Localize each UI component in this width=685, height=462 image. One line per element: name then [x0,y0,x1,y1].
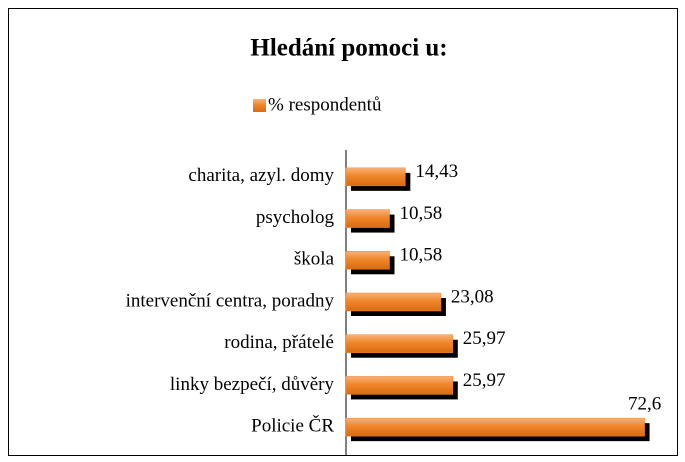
data-label: 23,08 [451,286,494,307]
bar [345,417,645,437]
data-label: 10,58 [400,245,443,266]
y-tick-label: intervenční centra, poradny [126,290,335,311]
data-label: 25,97 [463,328,506,349]
y-tick-label: Policie ČR [251,415,334,437]
bar [345,376,454,395]
y-tick-label: rodina, přátelé [224,332,334,353]
chart-title: Hledání pomoci u: [250,35,447,62]
data-label: 14,43 [415,161,458,182]
bar [345,167,406,187]
chart-border [8,8,678,456]
y-tick-label: charita, azyl. domy [188,165,334,186]
data-label: 72,6 [628,394,661,415]
data-label: 25,97 [463,370,506,391]
bar [345,292,442,312]
y-tick-label: škola [294,249,335,270]
bar [345,209,390,228]
legend-label: % respondentů [268,94,382,115]
y-tick-label: psycholog [256,207,335,228]
bar [345,334,454,353]
legend-swatch [253,99,266,112]
y-tick-label: linky bezpečí, důvěry [170,374,335,395]
bar [345,251,390,270]
data-label: 10,58 [400,203,443,224]
